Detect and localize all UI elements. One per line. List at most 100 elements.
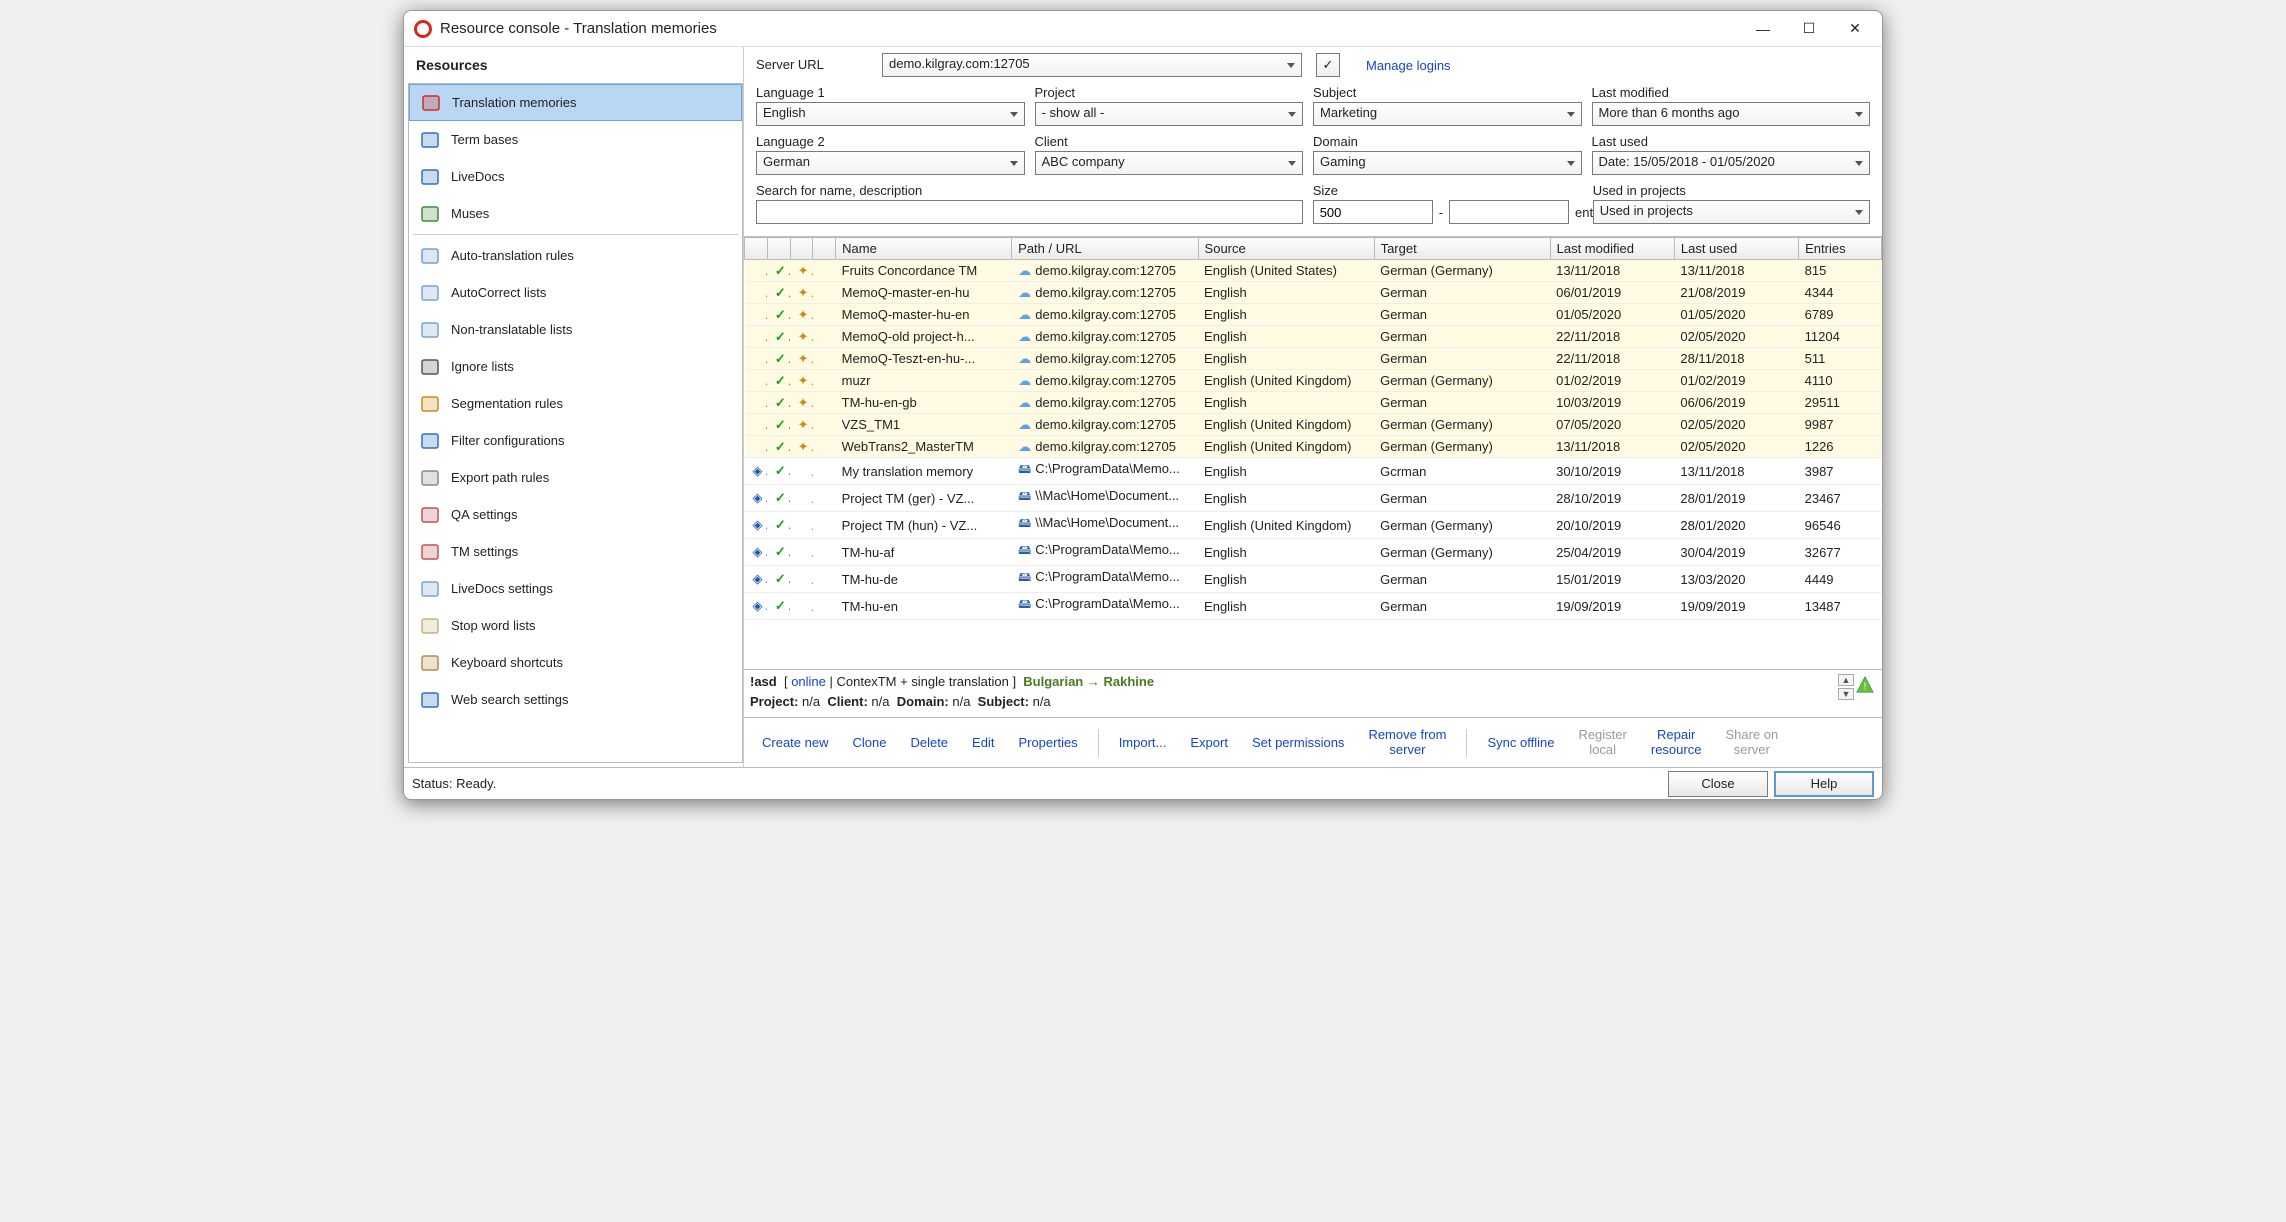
help-button[interactable]: Help [1774, 771, 1874, 797]
import-button[interactable]: Import... [1109, 731, 1177, 754]
properties-button[interactable]: Properties [1008, 731, 1087, 754]
sidebar-item-ac[interactable]: AutoCorrect lists [409, 274, 742, 311]
clone-button[interactable]: Clone [842, 731, 896, 754]
info-desc: ContexTM + single translation [837, 674, 1009, 689]
remove-from-server-button[interactable]: Remove fromserver [1358, 724, 1456, 761]
sidebar-item-ig[interactable]: Ignore lists [409, 348, 742, 385]
col-header-6[interactable]: Source [1198, 238, 1374, 260]
table-row[interactable]: ✓✦TM-hu-en-gb☁ demo.kilgray.com:12705Eng… [745, 392, 1882, 414]
box-icon: ✦ [796, 373, 810, 389]
sidebar-item-label: Non-translatable lists [451, 322, 572, 337]
sidebar-item-label: Web search settings [451, 692, 569, 707]
col-header-9[interactable]: Last used [1674, 238, 1798, 260]
location-icon: ☁ [1018, 307, 1032, 323]
table-row[interactable]: ✓✦MemoQ-Teszt-en-hu-...☁ demo.kilgray.co… [745, 348, 1882, 370]
server-url-confirm-button[interactable]: ✓ [1316, 53, 1340, 77]
lastused-select[interactable]: Date: 15/05/2018 - 01/05/2020 [1592, 151, 1870, 175]
size-to-input[interactable] [1449, 200, 1569, 224]
domain-select[interactable]: Gaming [1313, 151, 1582, 175]
table-row[interactable]: ✓✦Fruits Concordance TM☁ demo.kilgray.co… [745, 260, 1882, 282]
location-icon: 🖴 [1018, 541, 1032, 563]
close-button[interactable]: ✕ [1832, 14, 1878, 44]
table-row[interactable]: ◈✓Project TM (ger) - VZ...🖴 \\Mac\Home\D… [745, 485, 1882, 512]
pin-icon: ◈ [751, 517, 765, 533]
register-local-button[interactable]: Registerlocal [1568, 724, 1636, 761]
info-scroll-up[interactable]: ▲ [1838, 674, 1854, 686]
table-row[interactable]: ✓✦MemoQ-master-hu-en☁ demo.kilgray.com:1… [745, 304, 1882, 326]
body: Resources Translation memoriesTerm bases… [404, 47, 1882, 767]
delete-button[interactable]: Delete [900, 731, 958, 754]
lastmod-label: Last modified [1592, 85, 1870, 100]
sidebar-item-sw[interactable]: Stop word lists [409, 607, 742, 644]
project-select[interactable]: - show all - [1035, 102, 1304, 126]
sidebar-list[interactable]: Translation memoriesTerm bases LiveDocs Mu… [408, 83, 743, 763]
col-header-10[interactable]: Entries [1799, 238, 1882, 260]
sidebar-item-ld[interactable]: LiveDocs [409, 158, 742, 195]
usedin-select[interactable]: Used in projects [1593, 200, 1870, 224]
minimize-button[interactable]: — [1740, 14, 1786, 44]
sidebar-item-at[interactable]: Auto-translation rules [409, 237, 742, 274]
check-icon: ✓ [773, 598, 787, 614]
server-url-label: Server URL [756, 57, 872, 72]
ld-icon [419, 166, 441, 188]
info-scroll-down[interactable]: ▼ [1838, 688, 1854, 700]
search-input[interactable] [756, 200, 1303, 224]
table-row[interactable]: ◈✓TM-hu-af🖴 C:\ProgramData\Memo...Englis… [745, 539, 1882, 566]
table-row[interactable]: ◈✓My translation memory🖴 C:\ProgramData\… [745, 458, 1882, 485]
col-header-3[interactable] [813, 238, 836, 260]
table-row[interactable]: ✓✦VZS_TM1☁ demo.kilgray.com:12705English… [745, 414, 1882, 436]
table-row[interactable]: ✓✦MemoQ-master-en-hu☁ demo.kilgray.com:1… [745, 282, 1882, 304]
box-icon: ✦ [796, 417, 810, 433]
location-icon: ☁ [1018, 329, 1032, 345]
sidebar-item-nt[interactable]: Non-translatable lists [409, 311, 742, 348]
table[interactable]: NamePath / URLSourceTargetLast modifiedL… [744, 236, 1882, 669]
col-header-2[interactable] [790, 238, 813, 260]
server-url-select[interactable]: demo.kilgray.com:12705 [882, 53, 1302, 77]
sidebar-item-seg[interactable]: Segmentation rules [409, 385, 742, 422]
sidebar-item-ks[interactable]: Keyboard shortcuts [409, 644, 742, 681]
share-on-server-button[interactable]: Share onserver [1715, 724, 1788, 761]
sync-offline-button[interactable]: Sync offline [1477, 731, 1564, 754]
export-button[interactable]: Export [1180, 731, 1238, 754]
sidebar-item-tm[interactable]: Translation memories [409, 84, 742, 121]
mu-icon [419, 203, 441, 225]
sidebar-item-lds[interactable]: LiveDocs settings [409, 570, 742, 607]
create-new-button[interactable]: Create new [752, 731, 838, 754]
col-header-0[interactable] [745, 238, 768, 260]
lang2-select[interactable]: German [756, 151, 1025, 175]
sidebar-item-tb[interactable]: Term bases [409, 121, 742, 158]
set-permissions-button[interactable]: Set permissions [1242, 731, 1354, 754]
sidebar-item-label: Stop word lists [451, 618, 536, 633]
col-header-4[interactable]: Name [836, 238, 1012, 260]
table-row[interactable]: ✓✦MemoQ-old project-h...☁ demo.kilgray.c… [745, 326, 1882, 348]
lastmod-select[interactable]: More than 6 months ago [1592, 102, 1870, 126]
col-header-1[interactable] [767, 238, 790, 260]
edit-button[interactable]: Edit [962, 731, 1004, 754]
col-header-5[interactable]: Path / URL [1012, 238, 1198, 260]
table-row[interactable]: ◈✓TM-hu-en🖴 C:\ProgramData\Memo...Englis… [745, 593, 1882, 620]
manage-logins-link[interactable]: Manage logins [1366, 58, 1451, 73]
sidebar-item-ep[interactable]: Export path rules [409, 459, 742, 496]
size-from-input[interactable] [1313, 200, 1433, 224]
table-row[interactable]: ◈✓Project TM (hun) - VZ...🖴 \\Mac\Home\D… [745, 512, 1882, 539]
sidebar-item-mu[interactable]: Muses [409, 195, 742, 232]
col-header-7[interactable]: Target [1374, 238, 1550, 260]
table-row[interactable]: ✓✦muzr☁ demo.kilgray.com:12705English (U… [745, 370, 1882, 392]
client-select[interactable]: ABC company [1035, 151, 1304, 175]
sidebar-item-tms[interactable]: TM settings [409, 533, 742, 570]
repair-resource-button[interactable]: Repairresource [1641, 724, 1712, 761]
table-row[interactable]: ✓✦WebTrans2_MasterTM☁ demo.kilgray.com:1… [745, 436, 1882, 458]
maximize-button[interactable]: ☐ [1786, 14, 1832, 44]
subject-select[interactable]: Marketing [1313, 102, 1582, 126]
close-dialog-button[interactable]: Close [1668, 771, 1768, 797]
check-icon: ✓ [773, 571, 787, 587]
lang1-select[interactable]: English [756, 102, 1025, 126]
sidebar-item-ws[interactable]: Web search settings [409, 681, 742, 718]
sidebar-item-label: LiveDocs [451, 169, 504, 184]
sidebar-item-qa[interactable]: QA settings [409, 496, 742, 533]
sidebar-item-fc[interactable]: Filter configurations [409, 422, 742, 459]
table-row[interactable]: ◈✓TM-hu-de🖴 C:\ProgramData\Memo...Englis… [745, 566, 1882, 593]
col-header-8[interactable]: Last modified [1550, 238, 1674, 260]
lds-icon [419, 578, 441, 600]
check-icon: ✓ [773, 307, 787, 323]
